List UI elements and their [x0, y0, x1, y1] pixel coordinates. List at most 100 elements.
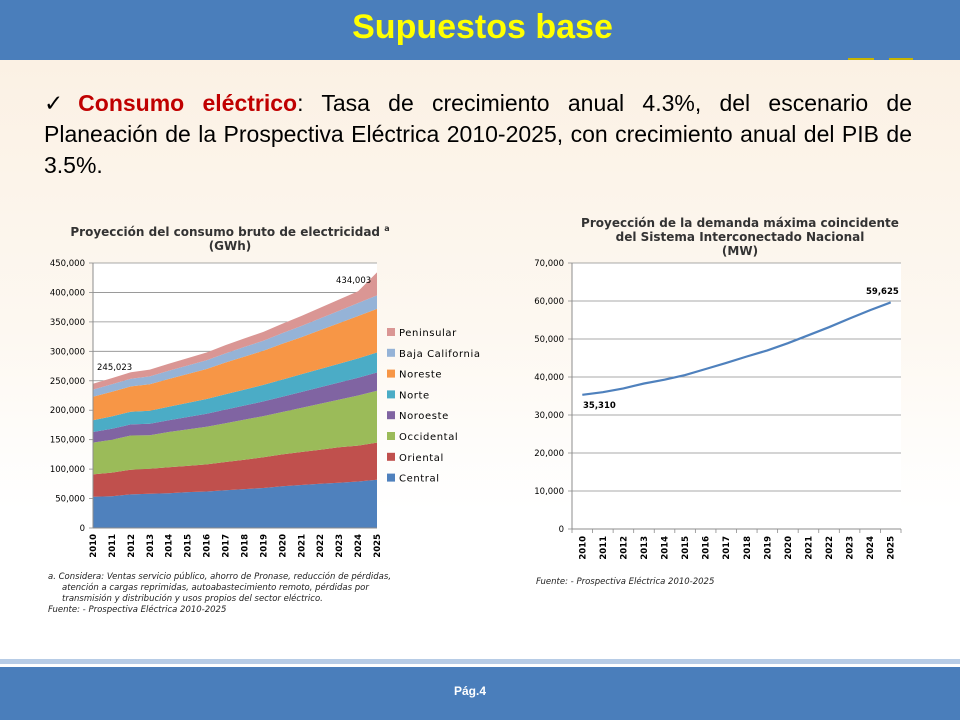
legend-label: Noroeste — [399, 411, 449, 422]
left-chart-note: a. Considera: Ventas servicio público, a… — [48, 572, 423, 616]
right-chart-title-line3: (MW) — [721, 244, 759, 258]
right-x-tick-label: 2013 — [640, 536, 650, 560]
right-annotation-2010: 35,310 — [583, 401, 616, 411]
right-x-tick-label: 2012 — [619, 536, 629, 560]
left-chart-title: Proyección del consumo bruto de electric… — [60, 222, 400, 253]
title-accent-right — [889, 58, 913, 61]
area-series-occidental — [93, 390, 377, 475]
left-x-tick-label: 2016 — [203, 534, 213, 558]
right-y-tick-label: 70,000 — [534, 259, 564, 269]
right-x-tick-label: 2011 — [599, 536, 609, 560]
right-x-tick-label: 2015 — [681, 536, 691, 560]
note-line-2: atención a cargas reprimidas, autoabaste… — [62, 583, 369, 593]
right-x-tick-label: 2023 — [846, 536, 856, 560]
area-series-baja-california — [93, 295, 377, 397]
bullet-consumo: ✓ Consumo eléctrico: Tasa de crecimiento … — [44, 88, 912, 181]
area-series-oriental — [93, 442, 377, 497]
left-x-tick-label: 2017 — [222, 534, 232, 558]
right-y-tick-label: 60,000 — [534, 297, 564, 307]
left-y-tick-label: 450,000 — [50, 259, 85, 269]
left-x-tick-label: 2021 — [297, 534, 307, 558]
legend-label: Central — [399, 474, 440, 485]
right-x-tick-label: 2020 — [784, 536, 794, 560]
left-chart-source: Fuente: - Prospectiva Eléctrica 2010-202… — [48, 605, 227, 615]
left-y-tick-label: 400,000 — [50, 288, 85, 298]
right-y-tick-label: 20,000 — [534, 449, 564, 459]
legend-swatch — [387, 411, 395, 420]
footer-stripe — [0, 659, 960, 664]
left-y-tick-label: 300,000 — [50, 347, 85, 357]
legend-label: Norte — [399, 390, 430, 401]
right-chart-title-line1: Proyección de la demanda máxima coincide… — [581, 216, 899, 230]
left-x-tick-label: 2024 — [354, 534, 364, 558]
legend-label: Noreste — [399, 370, 442, 381]
left-x-tick-label: 2019 — [259, 534, 269, 558]
right-y-tick-label: 50,000 — [534, 335, 564, 345]
right-x-tick-label: 2021 — [805, 536, 815, 560]
legend-label: Peninsular — [399, 328, 457, 339]
left-y-tick-label: 50,000 — [55, 495, 85, 505]
area-series-central — [93, 479, 377, 528]
left-x-tick-label: 2018 — [241, 534, 251, 558]
page-number: Pág.4 — [453, 684, 486, 698]
left-y-tick-label: 250,000 — [50, 377, 85, 387]
left-annotation-2010: 245,023 — [97, 363, 132, 373]
right-y-tick-label: 0 — [559, 525, 564, 535]
slide-title: Supuestos base — [352, 8, 613, 46]
legend-label: Occidental — [399, 432, 458, 443]
left-chart-title-line1: Proyección del consumo bruto de electric… — [70, 225, 385, 239]
right-chart-source: Fuente: - Prospectiva Eléctrica 2010-202… — [536, 577, 715, 587]
bullet-term: Consumo eléctrico — [78, 90, 298, 116]
right-x-tick-label: 2019 — [763, 536, 773, 560]
left-y-tick-label: 200,000 — [50, 406, 85, 416]
title-bar — [0, 0, 960, 60]
legend-swatch — [387, 328, 395, 336]
left-y-tick-label: 100,000 — [50, 465, 85, 475]
bullet-text: : Tasa de crecimiento anual 4.3%, del es… — [44, 90, 913, 178]
right-y-tick-label: 10,000 — [534, 487, 564, 497]
legend-swatch — [387, 432, 395, 440]
right-x-tick-label: 2014 — [661, 536, 671, 560]
right-chart-title-line2: del Sistema Interconectado Nacional — [615, 230, 865, 244]
legend-swatch — [387, 452, 395, 461]
legend-swatch — [387, 390, 395, 399]
area-series-noreste — [93, 308, 377, 421]
right-x-tick-label: 2025 — [887, 536, 897, 560]
note-line-3: transmisión y distribución y usos propio… — [62, 594, 323, 604]
left-x-tick-label: 2025 — [373, 534, 383, 558]
right-annotation-2025: 59,625 — [866, 287, 899, 297]
note-line-1: a. Considera: Ventas servicio público, a… — [48, 572, 392, 582]
left-x-tick-label: 2012 — [127, 534, 137, 558]
left-x-tick-label: 2020 — [278, 534, 288, 558]
left-x-tick-label: 2023 — [335, 534, 345, 558]
left-chart-title-sup: a — [384, 224, 390, 233]
footer-bar — [0, 667, 960, 720]
legend-label: Baja California — [399, 349, 481, 360]
right-y-tick-label: 40,000 — [534, 373, 564, 383]
left-y-tick-label: 150,000 — [50, 436, 85, 446]
demand-series-line — [582, 301, 892, 396]
right-x-tick-label: 2017 — [722, 536, 732, 560]
area-series-norte — [93, 352, 377, 432]
right-plot-area — [572, 263, 901, 529]
left-chart-title-line2: (GWh) — [208, 239, 252, 253]
title-accent-left — [848, 58, 874, 61]
checkmark-icon: ✓ — [44, 90, 76, 116]
legend-label: Oriental — [399, 453, 444, 464]
right-x-tick-label: 2010 — [578, 536, 588, 560]
footer-gap — [0, 664, 960, 667]
left-y-tick-label: 0 — [80, 524, 85, 534]
area-series-peninsular — [93, 272, 377, 390]
right-x-tick-label: 2022 — [825, 536, 835, 560]
left-y-tick-label: 350,000 — [50, 318, 85, 328]
left-x-tick-label: 2011 — [108, 534, 118, 558]
right-x-tick-label: 2024 — [866, 536, 876, 560]
left-x-tick-label: 2014 — [165, 534, 175, 558]
legend-swatch — [387, 369, 395, 378]
area-series-noroeste — [93, 372, 377, 443]
legend-swatch — [387, 473, 395, 482]
right-y-tick-label: 30,000 — [534, 411, 564, 421]
legend-swatch — [387, 348, 395, 357]
left-x-tick-label: 2022 — [316, 534, 326, 558]
left-annotation-2025: 434,003 — [336, 276, 371, 286]
